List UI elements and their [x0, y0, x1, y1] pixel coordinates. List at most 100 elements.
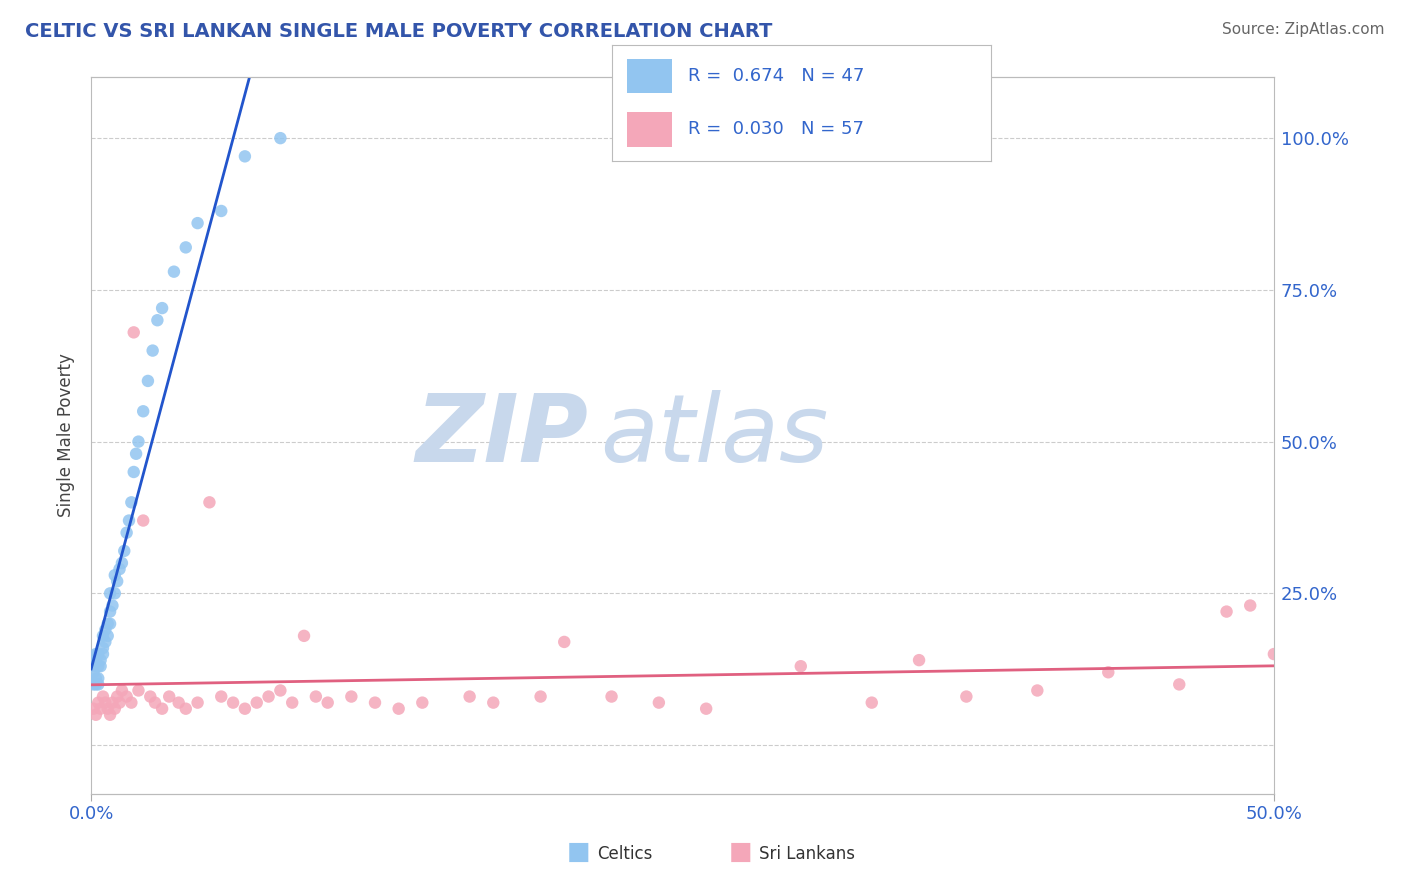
Point [695, 702, 717, 716]
Point [132, 404, 155, 418]
Point [94, 623, 117, 637]
Point [316, 696, 339, 710]
Point [105, 574, 128, 589]
Point [108, 696, 131, 710]
Point [104, 586, 127, 600]
Point [209, 690, 232, 704]
Point [136, 374, 159, 388]
Point [157, 690, 180, 704]
Point [90, 659, 112, 673]
Point [83, 665, 105, 680]
Point [198, 495, 221, 509]
Point [143, 696, 166, 710]
Point [174, 702, 197, 716]
Point [87, 696, 110, 710]
Point [90, 653, 112, 667]
Point [84, 671, 107, 685]
FancyBboxPatch shape [627, 112, 672, 146]
Point [458, 690, 481, 704]
Point [87, 647, 110, 661]
Point [115, 525, 138, 540]
Point [269, 683, 291, 698]
Point [122, 465, 145, 479]
Point [98, 616, 121, 631]
Point [246, 696, 269, 710]
Point [305, 690, 328, 704]
Point [84, 677, 107, 691]
Point [233, 702, 256, 716]
Point [97, 702, 120, 716]
Point [187, 696, 209, 710]
Point [955, 690, 977, 704]
Point [127, 683, 149, 698]
Point [529, 690, 551, 704]
Point [87, 671, 110, 685]
Point [112, 544, 135, 558]
Text: Source: ZipAtlas.com: Source: ZipAtlas.com [1222, 22, 1385, 37]
Point [108, 562, 131, 576]
Text: Sri Lankans: Sri Lankans [759, 846, 855, 863]
Text: R =  0.030   N = 57: R = 0.030 N = 57 [688, 120, 863, 138]
Point [139, 690, 162, 704]
Point [98, 605, 121, 619]
Point [209, 204, 232, 219]
Point [91, 640, 114, 655]
Point [118, 514, 141, 528]
Point [860, 696, 883, 710]
Point [101, 696, 124, 710]
Point [84, 707, 107, 722]
Point [87, 677, 110, 691]
Point [222, 696, 245, 710]
Y-axis label: Single Male Poverty: Single Male Poverty [58, 353, 75, 517]
Point [281, 696, 304, 710]
Point [553, 635, 575, 649]
Point [98, 586, 121, 600]
Point [163, 265, 186, 279]
Point [388, 702, 411, 716]
Point [111, 556, 134, 570]
Point [90, 702, 112, 716]
Point [908, 653, 931, 667]
Point [1263, 647, 1285, 661]
Point [97, 629, 120, 643]
Point [132, 514, 155, 528]
Point [101, 599, 124, 613]
Point [104, 702, 127, 716]
Point [125, 447, 148, 461]
Point [83, 702, 105, 716]
Point [91, 647, 114, 661]
Point [142, 343, 165, 358]
Point [127, 434, 149, 449]
Point [150, 301, 173, 315]
FancyBboxPatch shape [627, 59, 672, 94]
Point [1215, 605, 1237, 619]
Point [87, 659, 110, 673]
Point [600, 690, 623, 704]
Text: Celtics: Celtics [598, 846, 652, 863]
Point [115, 690, 138, 704]
Point [111, 683, 134, 698]
Point [83, 677, 105, 691]
Text: R =  0.674   N = 47: R = 0.674 N = 47 [688, 67, 863, 85]
Point [364, 696, 387, 710]
Text: ■: ■ [728, 839, 752, 863]
Text: ZIP: ZIP [415, 390, 588, 482]
Point [146, 313, 169, 327]
Point [1026, 683, 1049, 698]
Point [91, 690, 114, 704]
Point [648, 696, 671, 710]
Text: ■: ■ [567, 839, 591, 863]
Point [269, 131, 291, 145]
Point [257, 690, 280, 704]
Point [411, 696, 433, 710]
Point [120, 495, 142, 509]
Point [104, 568, 127, 582]
Point [790, 659, 813, 673]
Point [84, 653, 107, 667]
Point [292, 629, 315, 643]
Point [94, 696, 117, 710]
Point [122, 326, 145, 340]
Point [1097, 665, 1119, 680]
Point [94, 635, 117, 649]
Point [1239, 599, 1261, 613]
